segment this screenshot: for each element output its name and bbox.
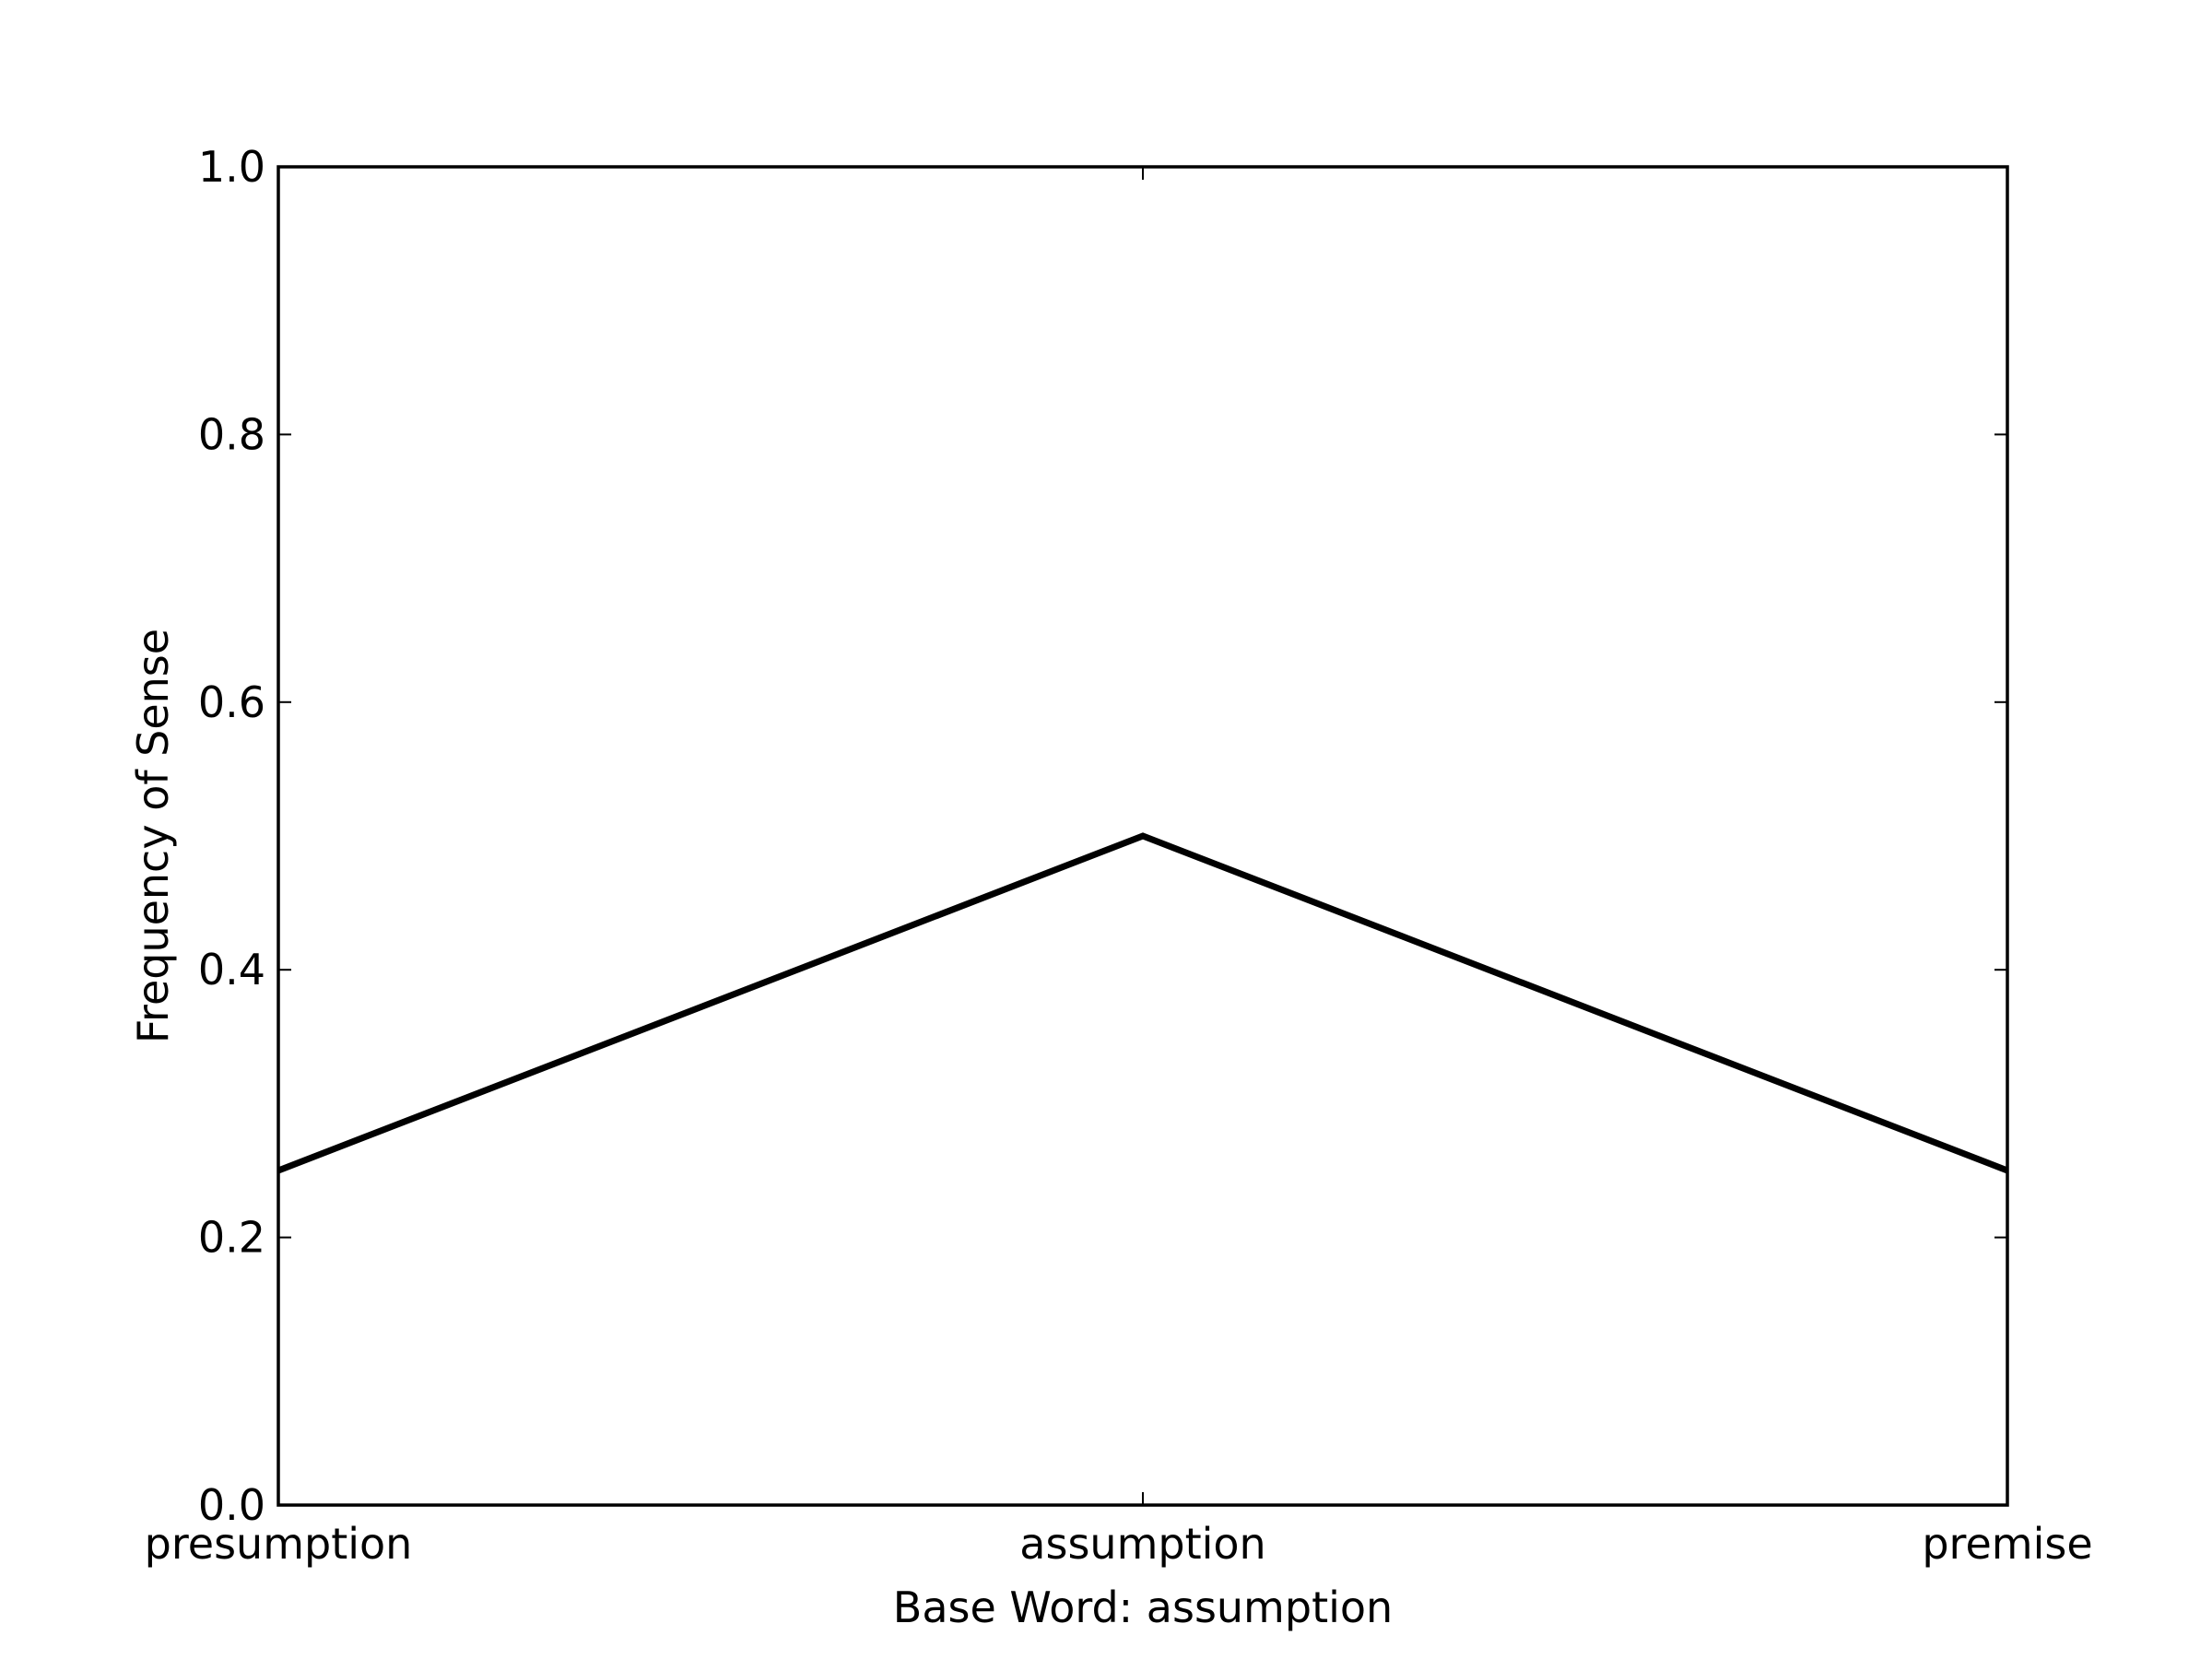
y-tick-label: 0.0 [198, 1480, 265, 1530]
y-tick-labels: 0.0 0.2 0.4 0.6 0.8 1.0 [198, 142, 265, 1530]
x-tick-label: premise [1922, 1519, 2092, 1569]
y-tick-label: 0.4 [198, 945, 265, 994]
series-line [276, 832, 2009, 1174]
plot-frame [276, 165, 2009, 1507]
y-tick-label: 0.6 [198, 677, 265, 727]
y-tick-label: 0.8 [198, 409, 265, 459]
y-axis-label: Frequency of Sense [128, 629, 178, 1043]
y-tick-label: 0.2 [198, 1213, 265, 1263]
x-tick-labels: presumption assumption premise [145, 1519, 2093, 1569]
x-axis-label: Base Word: assumption [893, 1583, 1393, 1632]
y-tick-label: 1.0 [198, 142, 265, 192]
x-tick-label: assumption [1019, 1519, 1265, 1569]
x-tick-label: presumption [145, 1519, 413, 1569]
